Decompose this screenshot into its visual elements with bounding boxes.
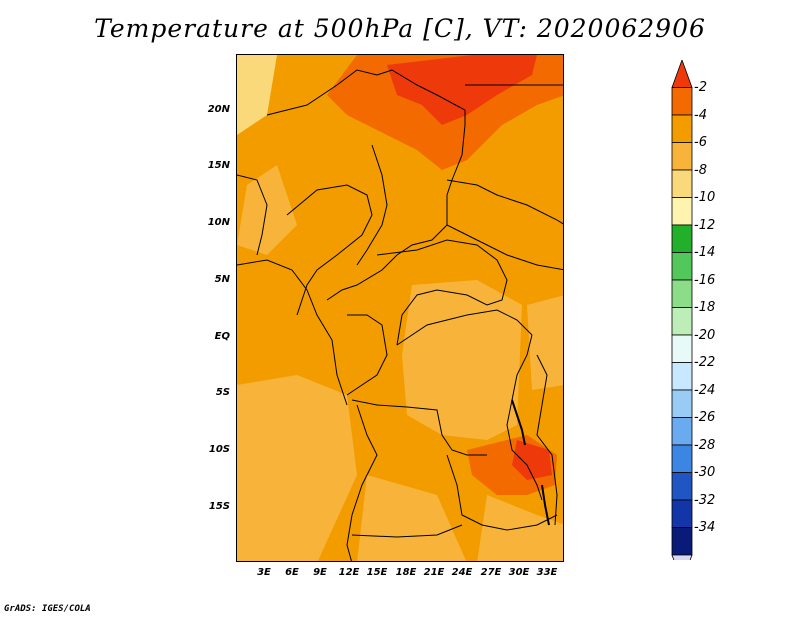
- border-north: [266, 69, 466, 301]
- lake-malawi: [541, 484, 550, 526]
- colorbar-swatch: [671, 87, 693, 116]
- colorbar-swatch: [671, 197, 693, 226]
- lon-label: 3E: [257, 567, 271, 578]
- colorbar-label: -20: [694, 328, 716, 343]
- colorbar-swatch: [671, 224, 693, 253]
- border-sudan-south: [446, 224, 563, 271]
- lat-label: EQ: [214, 331, 230, 342]
- colorbar-swatch: [671, 252, 693, 281]
- colorbar-label: -34: [694, 520, 716, 535]
- colorbar-swatch: [671, 389, 693, 418]
- border-chad: [356, 144, 388, 266]
- lon-label: 30E: [508, 567, 530, 578]
- colorbar-swatch: [671, 334, 693, 363]
- colorbar-label: -12: [694, 218, 716, 233]
- lat-label: 5N: [214, 274, 230, 285]
- colorbar-label: -8: [694, 163, 707, 178]
- border-east-lakes: [536, 354, 558, 526]
- lake-tanganyika: [511, 399, 526, 446]
- map-title: Temperature at 500hPa [C], VT: 202006290…: [94, 14, 706, 43]
- colorbar-label: -4: [694, 108, 707, 123]
- colorbar-label: -28: [694, 438, 716, 453]
- colorbar-label: -32: [694, 493, 716, 508]
- border-drc-east: [506, 334, 543, 501]
- colorbar-label: -30: [694, 465, 716, 480]
- colorbar-label: -6: [694, 135, 707, 150]
- border-zambia: [446, 454, 558, 531]
- lat-label: 5S: [215, 387, 230, 398]
- colorbar: [671, 60, 693, 560]
- border-car: [376, 239, 508, 346]
- colorbar-swatch: [671, 499, 693, 528]
- field-hot-southeast: [512, 440, 552, 480]
- lat-label: 10N: [207, 217, 230, 228]
- lat-label: 15S: [208, 501, 230, 512]
- border-congo: [346, 314, 388, 396]
- colorbar-label: -2: [694, 80, 707, 95]
- credit-text: GrADS: IGES/COLA: [4, 604, 91, 614]
- colorbar-swatch: [671, 417, 693, 446]
- border-sudan: [446, 179, 563, 225]
- colorbar-swatch: [671, 362, 693, 391]
- colorbar-swatch: [671, 527, 693, 556]
- colorbar-label: -18: [694, 300, 716, 315]
- field-light-south: [357, 475, 467, 561]
- colorbar-label: -16: [694, 273, 716, 288]
- colorbar-swatch: [671, 60, 693, 88]
- border-west: [237, 174, 268, 256]
- lat-label: 10S: [208, 444, 230, 455]
- colorbar-label: -24: [694, 383, 716, 398]
- colorbar-label: -14: [694, 245, 716, 260]
- colorbar-swatch: [671, 472, 693, 501]
- temperature-map: [237, 55, 563, 561]
- lon-label: 9E: [313, 567, 327, 578]
- field-hot-north: [387, 55, 537, 125]
- lon-label: 12E: [338, 567, 360, 578]
- colorbar-swatch: [671, 307, 693, 336]
- colorbar-label: -22: [694, 355, 716, 370]
- lon-label: 27E: [480, 567, 502, 578]
- lon-label: 6E: [285, 567, 299, 578]
- border-angola: [346, 404, 378, 561]
- lon-label: 21E: [423, 567, 445, 578]
- lat-label: 20N: [207, 104, 230, 115]
- map-panel: [236, 54, 564, 562]
- lon-label: 24E: [451, 567, 473, 578]
- lon-label: 15E: [366, 567, 388, 578]
- colorbar-swatch: [671, 142, 693, 171]
- field-light-central: [402, 280, 522, 440]
- country-borders: [237, 69, 563, 561]
- field-light-north: [237, 165, 297, 255]
- colorbar-swatch: [671, 114, 693, 143]
- lat-label: 15N: [207, 160, 230, 171]
- colorbar-swatch: [671, 554, 693, 560]
- border-cameroon: [286, 184, 373, 316]
- border-south: [351, 524, 463, 538]
- colorbar-swatch: [671, 444, 693, 473]
- border-drc-north: [396, 309, 533, 346]
- colorbar-swatch: [671, 279, 693, 308]
- border-coast: [237, 259, 348, 406]
- colorbar-label: -26: [694, 410, 716, 425]
- colorbar-swatch: [671, 169, 693, 198]
- colorbar-label: -10: [694, 190, 716, 205]
- field-light-east: [527, 295, 563, 390]
- border-drc-south: [351, 399, 487, 456]
- lon-label: 18E: [395, 567, 417, 578]
- lon-label: 33E: [536, 567, 558, 578]
- field-light-southwest: [237, 375, 357, 561]
